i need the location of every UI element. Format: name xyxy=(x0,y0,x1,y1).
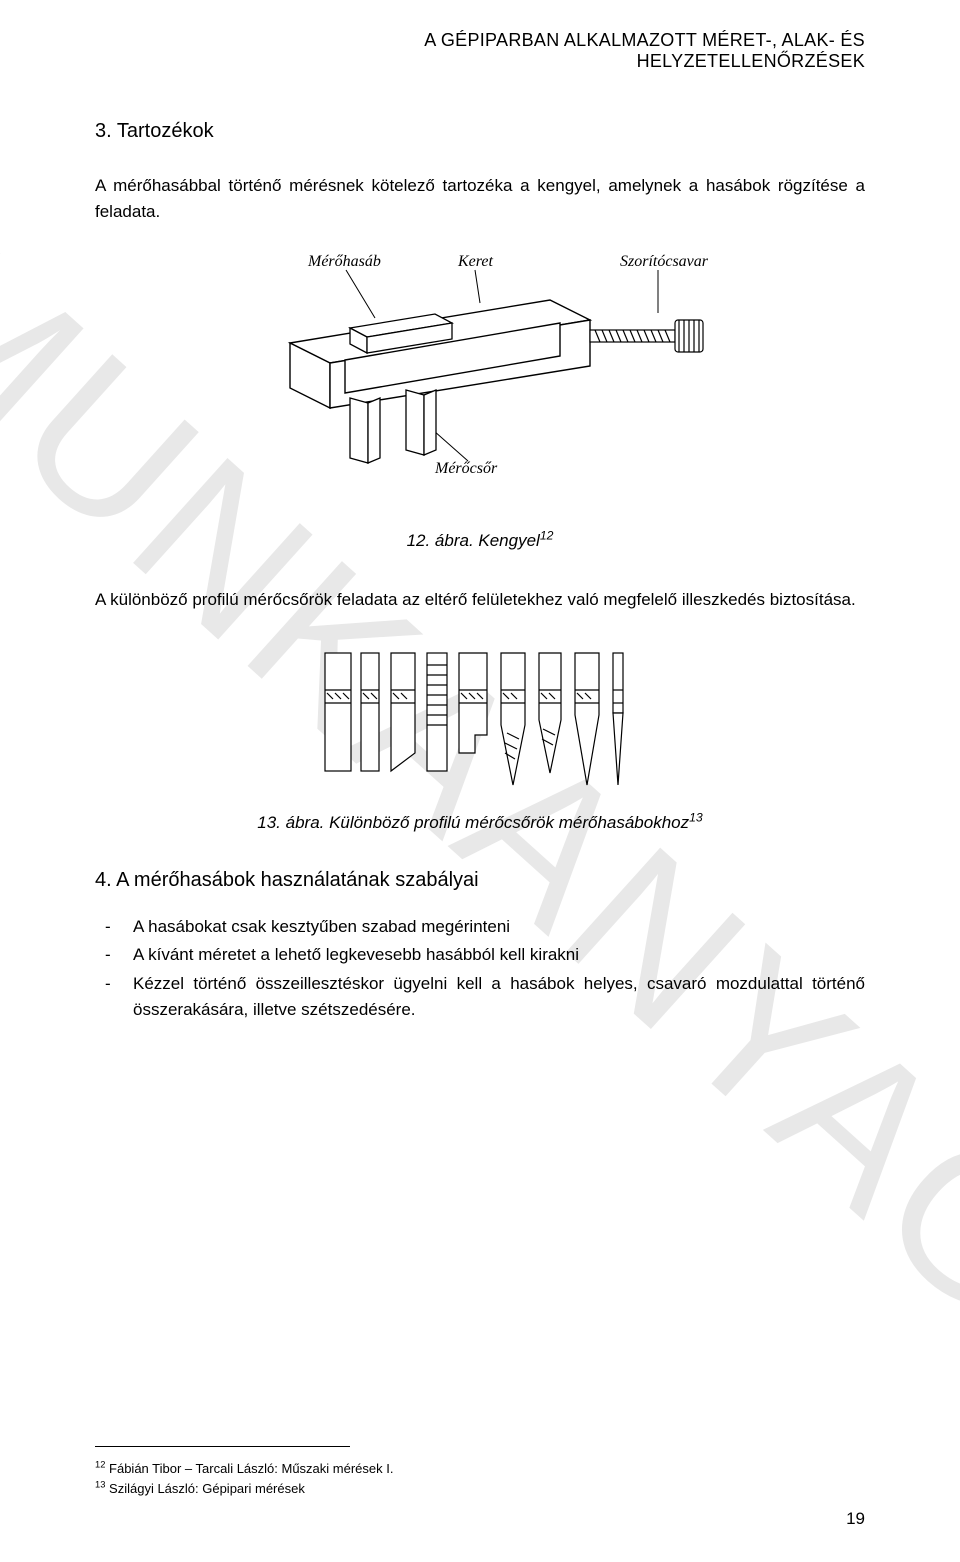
figure-13-caption: 13. ábra. Különböző profilú mérőcsőrök m… xyxy=(95,813,865,833)
list-item: A hasábokat csak kesztyűben szabad megér… xyxy=(133,914,865,940)
label-merohasab: Mérőhasáb xyxy=(307,253,381,270)
footnote-13: 13 Szilágyi László: Gépipari mérések xyxy=(95,1479,393,1499)
list-item: Kézzel történő összeillesztéskor ügyelni… xyxy=(133,971,865,1024)
page-number: 19 xyxy=(846,1509,865,1529)
caption-footref: 13 xyxy=(689,810,703,824)
paragraph-after-fig12: A különböző profilú mérőcsőrök feladata … xyxy=(95,587,865,613)
intro-paragraph: A mérőhasábbal történő mérésnek kötelező… xyxy=(95,173,865,226)
footnote-separator xyxy=(95,1446,350,1447)
figure-13 xyxy=(95,635,865,795)
label-keret: Keret xyxy=(457,253,494,270)
footnote-12: 12 Fábián Tibor – Tarcali László: Műszak… xyxy=(95,1459,393,1479)
label-merocsor: Mérőcsőr xyxy=(434,460,498,477)
list-item: A kívánt méretet a lehető legkevesebb ha… xyxy=(133,942,865,968)
label-szoritocsavar: Szorítócsavar xyxy=(620,253,709,270)
footnote-text: Szilágyi László: Gépipari mérések xyxy=(109,1481,305,1496)
footnote-text: Fábián Tibor – Tarcali László: Műszaki m… xyxy=(109,1461,393,1476)
figure-12-caption: 12. ábra. Kengyel12 xyxy=(95,531,865,551)
footnotes: 12 Fábián Tibor – Tarcali László: Műszak… xyxy=(95,1459,393,1499)
caption-text: 12. ábra. Kengyel xyxy=(407,531,540,550)
running-header: A GÉPIPARBAN ALKALMAZOTT MÉRET-, ALAK- É… xyxy=(210,30,865,72)
figure-12: Mérőhasáb Keret Szorítócsavar Mérőcsőr xyxy=(95,248,865,513)
subsection-heading: 4. A mérőhasábok használatának szabályai xyxy=(95,869,865,892)
caption-footref: 12 xyxy=(540,528,554,542)
section-heading: 3. Tartozékok xyxy=(95,120,865,143)
page-content: A GÉPIPARBAN ALKALMAZOTT MÉRET-, ALAK- É… xyxy=(95,30,865,1023)
caption-text: 13. ábra. Különböző profilú mérőcsőrök m… xyxy=(257,813,689,832)
rules-list: A hasábokat csak kesztyűben szabad megér… xyxy=(95,914,865,1023)
